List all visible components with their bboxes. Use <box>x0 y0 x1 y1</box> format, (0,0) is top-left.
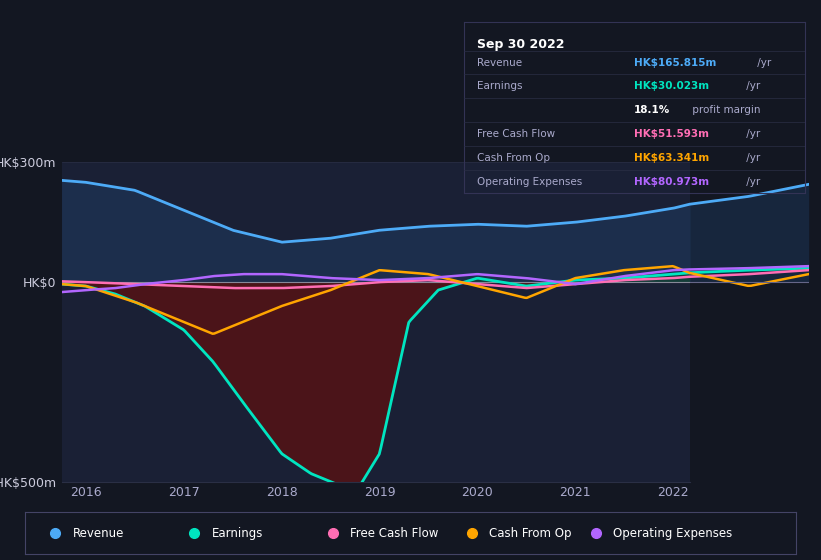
Text: /yr: /yr <box>743 129 760 139</box>
Text: Free Cash Flow: Free Cash Flow <box>478 129 556 139</box>
Text: 18.1%: 18.1% <box>635 105 671 115</box>
Text: Free Cash Flow: Free Cash Flow <box>351 527 438 540</box>
Text: HK$51.593m: HK$51.593m <box>635 129 709 139</box>
Text: Revenue: Revenue <box>72 527 124 540</box>
Text: profit margin: profit margin <box>689 105 760 115</box>
Text: HK$63.341m: HK$63.341m <box>635 153 709 163</box>
Text: /yr: /yr <box>743 177 760 187</box>
Text: /yr: /yr <box>743 81 760 91</box>
Text: Cash From Op: Cash From Op <box>478 153 551 163</box>
Text: Earnings: Earnings <box>211 527 263 540</box>
Text: Sep 30 2022: Sep 30 2022 <box>478 38 565 51</box>
Text: Revenue: Revenue <box>478 58 523 68</box>
Text: HK$165.815m: HK$165.815m <box>635 58 717 68</box>
Text: Earnings: Earnings <box>478 81 523 91</box>
Text: Cash From Op: Cash From Op <box>489 527 571 540</box>
Text: HK$80.973m: HK$80.973m <box>635 177 709 187</box>
Text: Operating Expenses: Operating Expenses <box>478 177 583 187</box>
Text: /yr: /yr <box>743 153 760 163</box>
Text: Operating Expenses: Operating Expenses <box>612 527 732 540</box>
Text: /yr: /yr <box>754 58 772 68</box>
Text: HK$30.023m: HK$30.023m <box>635 81 709 91</box>
